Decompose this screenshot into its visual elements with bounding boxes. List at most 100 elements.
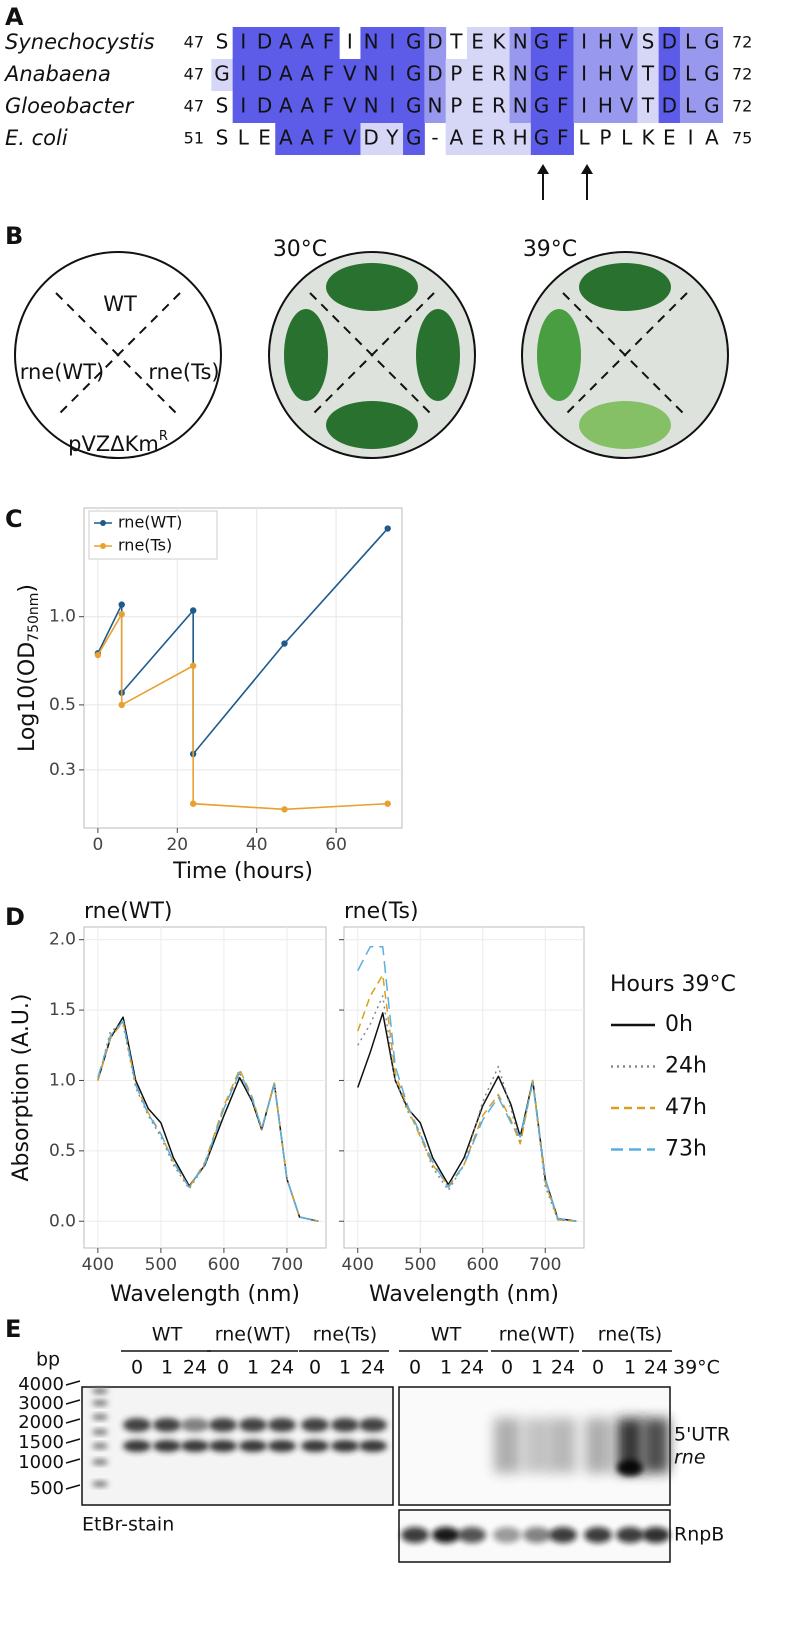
residue-shade (488, 59, 511, 91)
stain-label: EtBr-stain (82, 1514, 174, 1536)
residue-shade (573, 27, 596, 59)
lane-label: 24 (270, 1357, 294, 1379)
data-point (118, 601, 125, 608)
plot-area (343, 926, 585, 1249)
legend-label: rne(Ts) (118, 536, 172, 555)
residue-shade (552, 123, 574, 155)
data-point (189, 800, 197, 807)
residue-shade (381, 27, 404, 59)
legend-box (88, 510, 218, 560)
y-tick-label: 0.5 (49, 695, 76, 715)
y-tick-label: 0.3 (49, 760, 76, 780)
residue-shade (211, 59, 234, 91)
residue-shade (530, 27, 553, 59)
residue: P (599, 126, 611, 150)
residue-shade (381, 91, 404, 123)
lane-label: 0 (131, 1357, 143, 1379)
end-position: 75 (732, 129, 752, 148)
y-axis-label: Absorption (A.U.) (9, 994, 34, 1182)
ladder-band (92, 1414, 108, 1420)
plot-area (83, 926, 327, 1249)
residue: V (620, 94, 634, 118)
residue: I (581, 94, 587, 118)
residue-shade (488, 27, 511, 59)
residue-shade (679, 91, 702, 123)
residue: D (662, 62, 677, 86)
residue: E (471, 126, 484, 150)
rna-band (209, 1440, 237, 1452)
residue: E (471, 62, 484, 86)
rnpb-band (584, 1527, 612, 1543)
rna-band (301, 1418, 329, 1432)
species-name: Gloeobacter (5, 94, 135, 118)
residue: V (343, 126, 357, 150)
residue: A (449, 126, 463, 150)
colony-streak (579, 401, 671, 449)
residue: F (323, 94, 335, 118)
residue: L (685, 62, 697, 86)
residue: D (427, 62, 442, 86)
plate-temperature: 30°C (273, 237, 327, 262)
residue-shade (275, 27, 298, 59)
residue: N (364, 30, 379, 54)
residue: V (620, 30, 634, 54)
residue: G (534, 94, 550, 118)
legend-label: rne(WT) (118, 513, 182, 532)
residue: D (662, 94, 677, 118)
ladder-band (92, 1400, 108, 1406)
residue-shade (594, 91, 617, 123)
key-label: rne(Ts) (148, 360, 219, 384)
x-tick-label: 20 (166, 835, 188, 855)
residue-shade (637, 59, 660, 91)
residue: A (300, 94, 314, 118)
legend-marker (100, 543, 106, 549)
residue-shade (381, 123, 404, 155)
residue: F (323, 62, 335, 86)
residue: G (406, 62, 422, 86)
arrow-head (537, 164, 549, 174)
start-position: 47 (184, 33, 204, 52)
rna-band (301, 1440, 329, 1452)
start-position: 51 (184, 129, 204, 148)
residue-shade (530, 59, 553, 91)
data-point (118, 701, 125, 709)
x-tick-label: 500 (404, 1255, 436, 1275)
residue-shade (360, 27, 383, 59)
facet-title: rne(WT) (84, 899, 173, 924)
residue: D (662, 30, 677, 54)
data-point (118, 610, 125, 618)
residue-shade (403, 91, 425, 123)
residue-shade (381, 59, 404, 91)
condition-label: 39°C (673, 1357, 720, 1379)
panel-label: D (5, 903, 25, 931)
spectrum-line (357, 974, 577, 1222)
residue-shade (594, 27, 617, 59)
lane-label: 24 (460, 1357, 484, 1379)
residue: G (406, 126, 422, 150)
y-tick-label: 1.0 (49, 607, 76, 627)
colony-streak (537, 309, 581, 401)
residue-shade (424, 91, 447, 123)
plate-temperature: 39°C (523, 237, 577, 262)
start-position: 47 (184, 65, 204, 84)
y-tick-label: 1.5 (49, 1000, 76, 1020)
rna-band (239, 1418, 267, 1432)
residue: V (343, 62, 357, 86)
x-axis-label: Wavelength (nm) (110, 1282, 300, 1307)
rne-signal (585, 1418, 611, 1473)
rna-band (123, 1440, 151, 1452)
residue: G (704, 30, 720, 54)
residue-shade (466, 59, 489, 91)
key-label-sup: R (159, 429, 168, 444)
residue: A (279, 126, 293, 150)
colony-streak (579, 263, 671, 311)
residue: D (427, 30, 442, 54)
rna-band (123, 1418, 151, 1432)
rne-signal (494, 1418, 520, 1473)
residue-shade (275, 91, 298, 123)
divider (55, 292, 181, 418)
data-point (384, 800, 391, 807)
residue: I (389, 94, 395, 118)
probe-label: 5'UTR (674, 1424, 730, 1446)
residue-shade (296, 59, 319, 91)
